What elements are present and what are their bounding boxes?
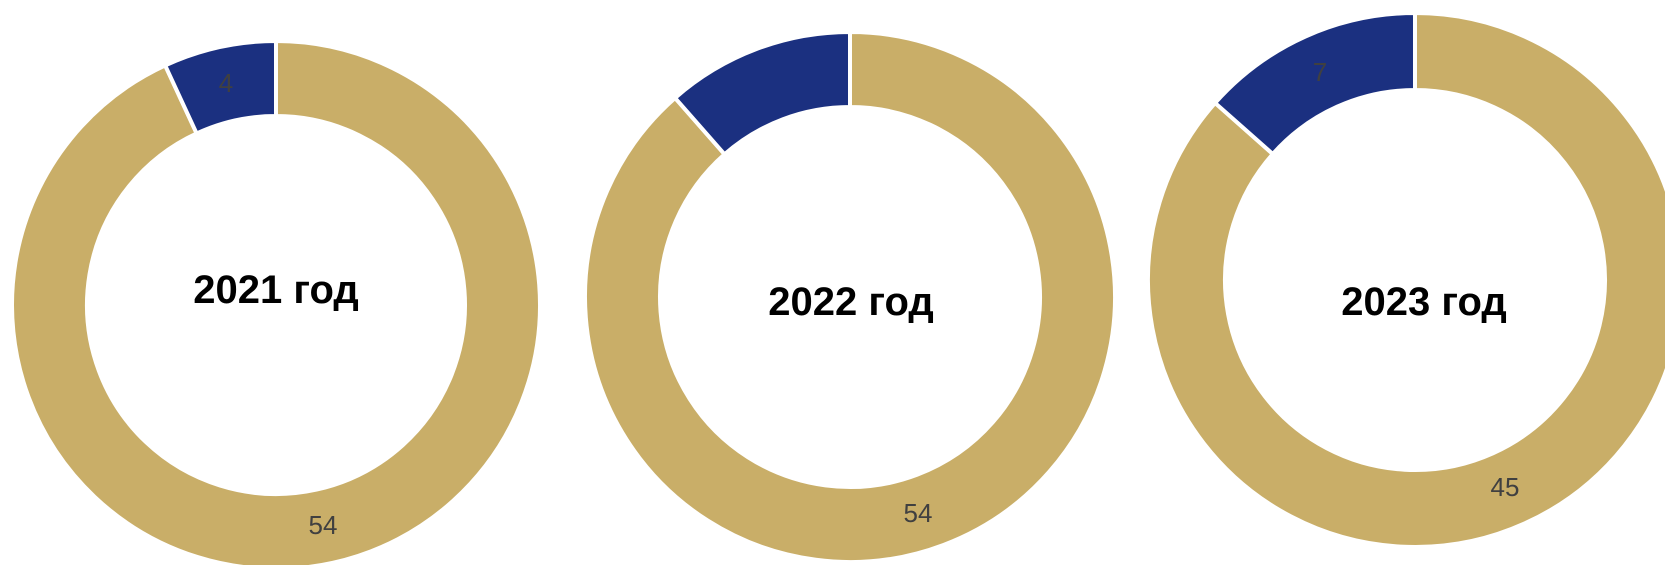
- data-label-2023-primary: 45: [1491, 472, 1520, 502]
- center-label-2022: 2022 год: [768, 280, 934, 324]
- donut-chart-2023: 2023 год 45 7: [1148, 13, 1665, 547]
- data-label-2022-primary: 54: [904, 498, 933, 528]
- center-label-2023: 2023 год: [1341, 280, 1507, 324]
- data-label-2023-secondary: 7: [1313, 57, 1327, 87]
- donut-chart-2022: 2022 год 54: [585, 32, 1115, 562]
- center-label-2021: 2021 год: [193, 268, 359, 312]
- data-label-2021-secondary: 4: [219, 68, 233, 98]
- data-label-2021-primary: 54: [309, 510, 338, 540]
- donut-chart-2021: 2021 год 54 4: [12, 41, 540, 565]
